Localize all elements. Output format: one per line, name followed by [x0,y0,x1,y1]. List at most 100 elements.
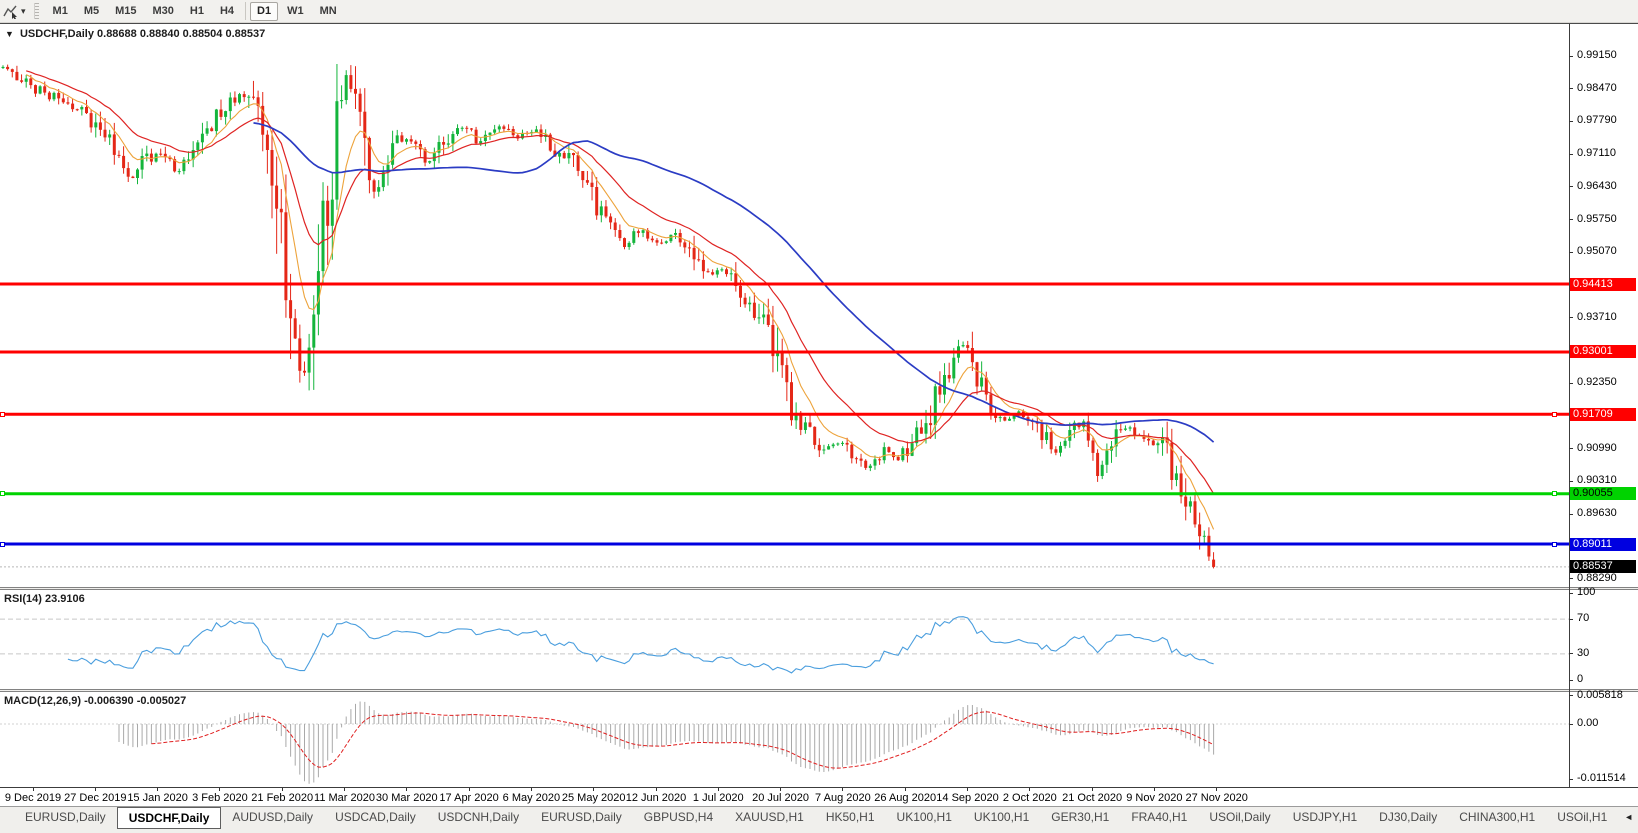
hline-handle[interactable] [1552,541,1557,547]
hline-handle[interactable] [0,491,5,497]
date-label: 30 Mar 2020 [375,792,438,804]
time-axis-tick [94,788,96,791]
time-axis[interactable]: 9 Dec 2019 27 Dec 2019 15 Jan 2020 3 Feb 20… [0,788,1569,807]
time-axis-tick [717,788,719,791]
hline-handle[interactable] [0,541,5,547]
hline-handle[interactable] [1552,491,1557,497]
axis-tick [1569,592,1573,594]
chart-tab-usdchf-daily[interactable]: USDCHF,Daily [116,807,222,829]
timeframe-button-m30[interactable]: M30 [152,4,174,17]
date-label: 20 Jul 2020 [752,792,810,804]
rsi-tick-label: 0 [1577,673,1584,685]
date-label: 17 Apr 2020 [439,792,499,804]
chart-tab-dj30-daily[interactable]: DJ30,Daily [1379,810,1438,824]
timeframe-toolbar: ▾ M1 M5 M15 M30 H1 H4 D1 W1 MN [0,0,1638,23]
rsi-tick-label: 100 [1577,586,1596,598]
time-axis-tick [842,788,844,791]
macd-value: -0.006390 -0.005027 [84,695,187,707]
axis-tick [1569,480,1573,482]
date-label: 7 Aug 2020 [815,792,871,804]
timeframe-button-m15[interactable]: M15 [115,4,137,17]
chart-symbol-label: USDCHF,Daily [19,28,94,40]
chart-tab-usoil-daily[interactable]: USOil,Daily [1209,810,1271,824]
time-axis-tick [32,788,34,791]
axis-tick [1569,695,1573,697]
price-tick-label: 0.89630 [1577,507,1617,520]
toolbar-separator [245,2,247,20]
macd-tick-label: 0.00 [1577,717,1599,729]
date-label: 27 Nov 2020 [1185,792,1248,804]
chart-cursor-icon[interactable] [3,4,20,20]
chart-tab-gbpusd-h4[interactable]: GBPUSD,H4 [643,810,714,824]
rsi-tick-label: 30 [1577,646,1590,659]
chart-tab-audusd-daily[interactable]: AUDUSD,Daily [232,810,314,824]
timeframe-button-mn[interactable]: MN [319,4,337,17]
time-axis-tick [904,788,906,791]
rsi-value: 23.9106 [44,593,85,605]
axis-tick [1569,778,1573,780]
axis-tick [1569,513,1573,515]
axis-tick [1569,120,1573,122]
hline-price-label: 0.90055 [1570,487,1636,501]
timeframe-button-m5[interactable]: M5 [83,4,100,17]
date-label: 6 May 2020 [502,792,561,804]
time-axis-tick [593,788,595,791]
date-label: 15 Jan 2020 [127,792,188,804]
toolbar-drag-handle[interactable] [33,3,39,19]
rsi-label: RSI(14) 23.9106 [4,593,85,605]
date-label: 21 Oct 2020 [1062,792,1123,804]
tab-scroll-left-icon[interactable]: ◄ [1624,812,1634,822]
hline-handle[interactable] [0,411,5,417]
axis-tick [1569,317,1573,319]
chart-tab-usdjpy-h1[interactable]: USDJPY,H1 [1292,810,1358,824]
chart-tab-hk50-h1[interactable]: HK50,H1 [825,810,875,824]
chart-tab-china300-h1[interactable]: CHINA300,H1 [1459,810,1536,824]
axis-tick [1569,186,1573,188]
date-label: 26 Aug 2020 [874,792,937,804]
chart-tab-usdcad-daily[interactable]: USDCAD,Daily [335,810,416,824]
time-axis-tick [1153,788,1155,791]
hline-price-label: 0.94413 [1570,277,1636,291]
chart-tab-uk100-h1[interactable]: UK100,H1 [973,810,1030,824]
chart-tab-eurusd-daily[interactable]: EURUSD,Daily [541,810,622,824]
macd-label: MACD(12,26,9) -0.006390 -0.005027 [4,695,186,707]
price-tick-label: 0.90310 [1577,474,1617,487]
chart-tab-usoil-h1[interactable]: USOil,H1 [1557,810,1608,824]
axis-tick [1569,723,1573,725]
hline-handle[interactable] [1552,411,1557,417]
chart-tab-eurusd-daily[interactable]: EURUSD,Daily [25,810,106,824]
panel-splitter[interactable] [0,587,1638,590]
panel-splitter[interactable] [0,689,1638,692]
chart-tab-uk100-h1[interactable]: UK100,H1 [896,810,952,824]
price-tick-label: 0.90990 [1577,441,1617,454]
axis-tick [1569,219,1573,221]
price-chart-canvas[interactable] [0,24,1569,587]
macd-indicator-canvas[interactable] [0,692,1569,787]
date-label: 1 Jul 2020 [692,792,744,804]
collapse-arrow-icon[interactable]: ▼ [5,29,14,39]
time-axis-tick [780,788,782,791]
timeframe-button-w1[interactable]: W1 [287,4,304,17]
tab-scroll-controls: ◄► [1618,807,1638,822]
chart-tab-usdcnh-daily[interactable]: USDCNH,Daily [437,810,520,824]
time-axis-tick [530,788,532,791]
date-label: 11 Mar 2020 [314,792,375,804]
timeframe-button-d1[interactable]: D1 [250,1,279,21]
time-scale-border [0,787,1638,788]
date-label: 2 Oct 2020 [1002,792,1057,804]
chart-tab-fra40-h1[interactable]: FRA40,H1 [1131,810,1188,824]
axis-tick [1569,679,1573,681]
rsi-name: RSI(14) [4,593,42,605]
time-axis-tick [655,788,657,791]
axis-tick [1569,153,1573,155]
chart-tab-ger30-h1[interactable]: GER30,H1 [1051,810,1110,824]
hline-price-label: 0.93001 [1570,345,1636,359]
chart-tab-xauusd-h1[interactable]: XAUUSD,H1 [735,810,804,824]
price-tick-label: 0.97790 [1577,114,1617,127]
dropdown-caret-icon[interactable]: ▾ [21,5,26,16]
timeframe-button-h4[interactable]: H4 [219,4,235,17]
rsi-indicator-canvas[interactable] [0,590,1569,689]
timeframe-button-h1[interactable]: H1 [189,4,204,17]
hline-price-label: 0.91709 [1570,407,1636,421]
timeframe-button-m1[interactable]: M1 [52,4,68,17]
